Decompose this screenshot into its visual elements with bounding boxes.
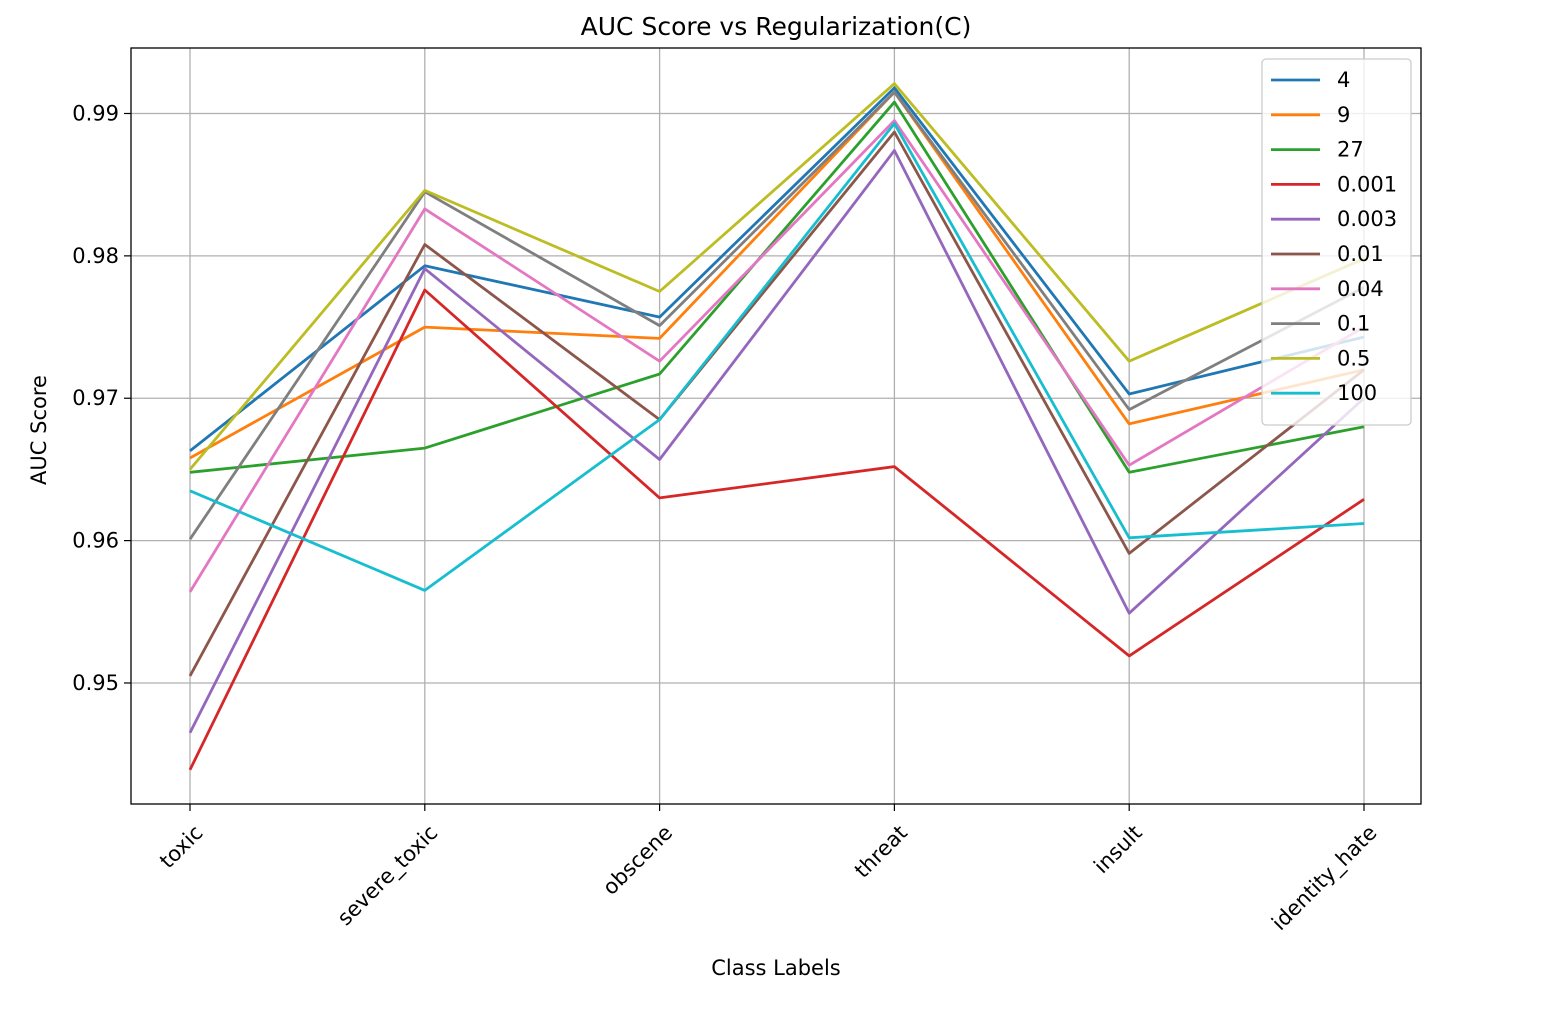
series-lines — [188, 82, 1365, 771]
x-axis-label: Class Labels — [711, 956, 841, 980]
legend-label: 100 — [1337, 381, 1377, 405]
series-line-0-5 — [188, 82, 1365, 471]
y-tick-label: 0.98 — [72, 244, 119, 268]
legend-label: 27 — [1337, 138, 1364, 162]
legend-label: 0.04 — [1337, 277, 1384, 301]
y-tick-label: 0.96 — [72, 529, 119, 553]
chart-title: AUC Score vs Regularization(C) — [581, 12, 972, 41]
legend-label: 4 — [1337, 68, 1350, 92]
legend-label: 0.003 — [1337, 207, 1397, 231]
y-tick-label: 0.97 — [72, 386, 119, 410]
legend-label: 0.1 — [1337, 312, 1370, 336]
legend: 4 9 27 0.001 0.003 0.01 0.04 0.1 0.5 100 — [1261, 58, 1412, 426]
series-line-0-1 — [188, 90, 1365, 540]
series-line-0-04 — [188, 119, 1365, 593]
series-line-0-01 — [188, 130, 1365, 677]
y-axis-label: AUC Score — [27, 375, 51, 485]
axes-frame — [130, 47, 1422, 805]
series-line-0-003 — [188, 149, 1365, 734]
legend-label: 0.01 — [1337, 242, 1384, 266]
legend-label: 0.001 — [1337, 172, 1397, 196]
y-tick-label: 0.99 — [72, 101, 119, 125]
legend-label: 0.5 — [1337, 346, 1370, 370]
y-tick-label: 0.95 — [72, 671, 119, 695]
grid — [131, 48, 1421, 804]
series-line-4 — [189, 86, 1365, 452]
series-line-0-001 — [188, 288, 1365, 771]
series-line-100 — [189, 122, 1365, 592]
legend-label: 9 — [1337, 103, 1350, 127]
series-line-27 — [189, 100, 1365, 474]
